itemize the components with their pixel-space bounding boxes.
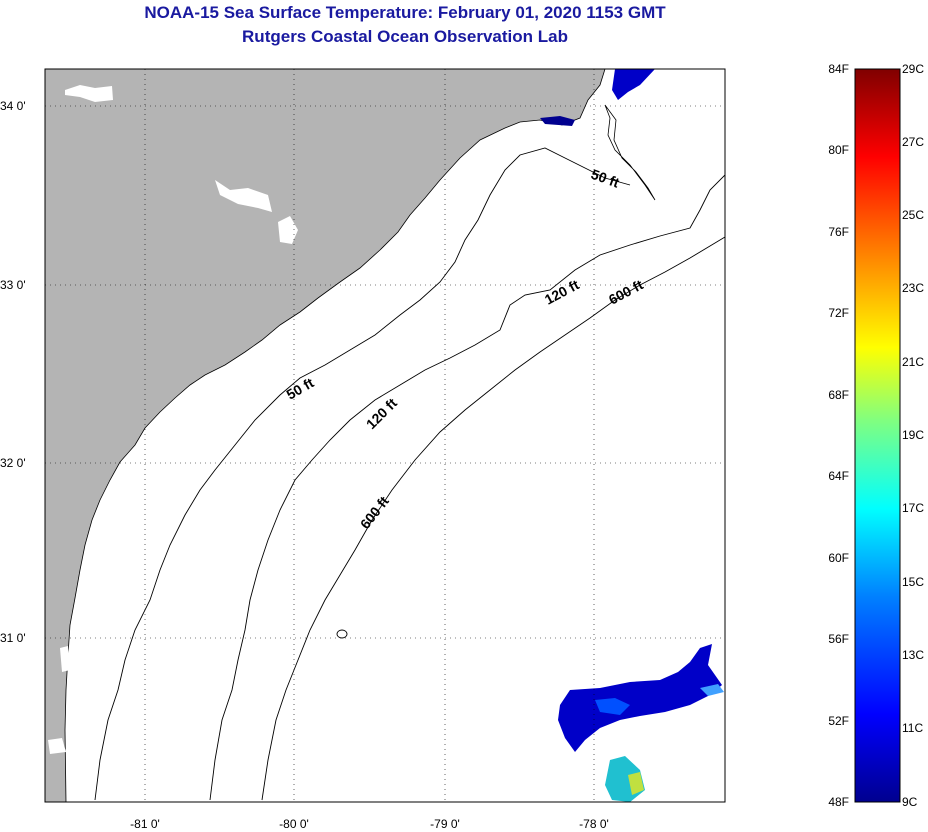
sst-patch	[628, 772, 644, 795]
colorbar-f-label: 72F	[828, 306, 849, 320]
colorbar-c-label: 23C	[902, 281, 924, 295]
lat-label: 31 0'	[0, 631, 26, 645]
lon-label: -81 0'	[130, 817, 160, 831]
contour-label: 600 ft	[606, 276, 646, 307]
colorbar-c-label: 25C	[902, 208, 924, 222]
colorbar-f-label: 68F	[828, 388, 849, 402]
colorbar-c-label: 15C	[902, 575, 924, 589]
land-area	[45, 69, 606, 802]
colorbar-c-label: 29C	[902, 62, 924, 76]
sound-water	[604, 104, 656, 201]
map-title: NOAA-15 Sea Surface Temperature: Februar…	[144, 3, 666, 22]
colorbar-f-labels: 84F 80F 76F 72F 68F 64F 60F 56F 52F 48F	[828, 62, 849, 809]
colorbar	[854, 68, 901, 803]
colorbar-f-label: 52F	[828, 714, 849, 728]
contour-50ft	[94, 147, 631, 801]
sst-patch	[595, 698, 630, 715]
map-subtitle: Rutgers Coastal Ocean Observation Lab	[242, 27, 568, 46]
colorbar-f-label: 56F	[828, 632, 849, 646]
colorbar-f-label: 80F	[828, 143, 849, 157]
contour-label: 50 ft	[589, 166, 622, 191]
contour-120ft	[209, 174, 725, 801]
colorbar-c-label: 27C	[902, 135, 924, 149]
colorbar-c-label: 19C	[902, 428, 924, 442]
colorbar-f-label: 84F	[828, 62, 849, 76]
sst-patch	[612, 69, 655, 100]
colorbar-c-labels: 29C 27C 25C 23C 21C 19C 17C 15C 13C 11C …	[902, 62, 924, 809]
colorbar-c-label: 13C	[902, 648, 924, 662]
colorbar-f-label: 60F	[828, 551, 849, 565]
lake	[278, 216, 298, 244]
colorbar-f-label: 64F	[828, 469, 849, 483]
colorbar-f-label: 76F	[828, 225, 849, 239]
contour-label: 600 ft	[357, 493, 392, 532]
sst-patch	[540, 116, 575, 126]
sst-patch	[700, 684, 724, 696]
colorbar-c-label: 17C	[902, 501, 924, 515]
sst-patch	[558, 644, 722, 752]
colorbar-f-label: 48F	[828, 795, 849, 809]
lon-label: -78 0'	[579, 817, 609, 831]
colorbar-c-label: 11C	[902, 721, 923, 735]
lake	[60, 646, 70, 672]
contour-label: 120 ft	[363, 395, 400, 432]
map-frame	[44, 68, 726, 803]
graticule	[45, 69, 725, 802]
contour-600ft	[261, 236, 725, 801]
lat-label: 34 0'	[0, 99, 26, 113]
lat-label: 33 0'	[0, 278, 26, 292]
lat-label: 32 0'	[0, 456, 26, 470]
contour-label: 50 ft	[284, 374, 317, 402]
seamount-contour	[336, 629, 348, 639]
colorbar-c-label: 9C	[902, 795, 918, 809]
lon-label: -80 0'	[279, 817, 309, 831]
lake	[215, 180, 272, 212]
colorbar-c-label: 21C	[902, 355, 924, 369]
lake	[48, 738, 66, 754]
lon-label: -79 0'	[430, 817, 460, 831]
lake	[65, 85, 113, 102]
